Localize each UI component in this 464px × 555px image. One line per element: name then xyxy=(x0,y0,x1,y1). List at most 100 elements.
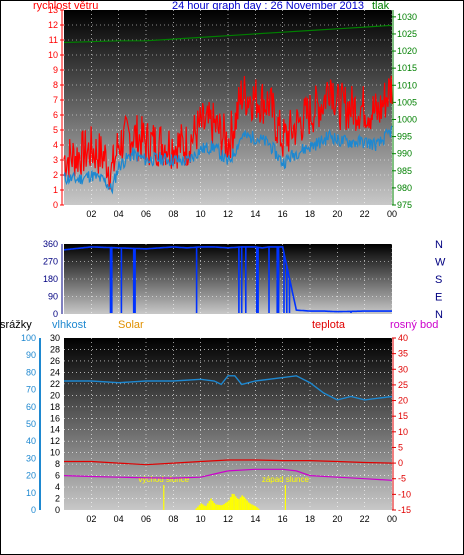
temperature-tick: -5 xyxy=(398,474,406,484)
solar-bar xyxy=(241,495,243,510)
wind-speed-tick: 0 xyxy=(53,200,58,210)
pressure-tick: 1030 xyxy=(397,12,417,22)
solar-bar xyxy=(197,506,199,510)
wind-speed-tick: 1 xyxy=(53,185,58,195)
x-tick-label: 20 xyxy=(332,209,342,219)
solar-bar xyxy=(198,505,201,510)
solar-bar xyxy=(206,503,209,510)
humidity-tick: 6 xyxy=(55,471,60,481)
direction-tick: 0 xyxy=(53,309,58,319)
rain-tick: 20 xyxy=(26,471,36,481)
humidity-tick: 12 xyxy=(50,436,60,446)
x-tick-label: 04 xyxy=(114,514,124,524)
humidity-line xyxy=(64,375,393,401)
solar-bar xyxy=(251,504,253,510)
solar-bar xyxy=(218,504,221,510)
temperature-tick: 0 xyxy=(398,458,403,468)
solar-bar xyxy=(215,504,217,510)
solar-bar xyxy=(257,508,260,510)
pressure-axis-title: tlak xyxy=(372,0,390,12)
x-tick-label: 10 xyxy=(196,209,206,219)
x-tick-label: 16 xyxy=(278,514,288,524)
temperature-tick: -10 xyxy=(398,489,411,499)
solar-bar xyxy=(244,498,247,510)
sunrise-label: východ slunce xyxy=(138,475,189,484)
temperature-tick: 20 xyxy=(398,396,408,406)
wind-speed-tick: 6 xyxy=(53,110,58,120)
rain-tick: 10 xyxy=(26,488,36,498)
rain-tick: 0 xyxy=(31,505,36,515)
x-tick-label: 04 xyxy=(114,209,124,219)
temperature-tick: 15 xyxy=(398,411,408,421)
solar-bar xyxy=(226,501,229,510)
solar-bar xyxy=(195,508,198,510)
x-tick-label: 18 xyxy=(305,514,315,524)
solar-bar xyxy=(234,496,237,510)
temperature-line xyxy=(64,459,393,466)
solar-bar xyxy=(202,504,204,510)
wind-speed-tick: 9 xyxy=(53,65,58,75)
rain-tick: 60 xyxy=(26,402,36,412)
humidity-tick: 24 xyxy=(50,367,60,377)
solar-bar xyxy=(203,505,206,510)
rain-tick: 70 xyxy=(26,385,36,395)
x-tick-label: 18 xyxy=(305,209,315,219)
temperature-tick: -15 xyxy=(398,505,411,515)
x-tick-label: 08 xyxy=(168,209,178,219)
solar-bar xyxy=(256,507,258,510)
wind-speed-tick: 11 xyxy=(49,35,58,45)
humidity-tick: 28 xyxy=(50,344,60,354)
humidity-axis-title: vlhkost xyxy=(52,319,87,331)
temperature-tick: 35 xyxy=(398,349,408,359)
wind-speed-tick: 4 xyxy=(53,140,58,150)
rain-tick: 80 xyxy=(26,367,36,377)
x-tick-label: 02 xyxy=(86,209,96,219)
solar-bar xyxy=(224,502,227,510)
x-tick-label: 20 xyxy=(332,514,342,524)
pressure-tick: 990 xyxy=(397,149,412,159)
solar-bar xyxy=(247,502,250,510)
solar-bar xyxy=(249,503,252,510)
x-tick-label: 22 xyxy=(360,514,370,524)
x-tick-label: 16 xyxy=(278,209,288,219)
pressure-tick: 980 xyxy=(397,183,412,193)
solar-bar xyxy=(229,497,232,510)
solar-bar xyxy=(220,505,222,510)
temperature-tick: 5 xyxy=(398,442,403,452)
x-tick-label: 08 xyxy=(168,514,178,524)
solar-bar xyxy=(205,505,207,510)
pressure-line xyxy=(63,24,393,44)
pressure-tick: 1020 xyxy=(397,46,417,56)
rain-tick: 90 xyxy=(26,350,36,360)
temperature-axis-title: teplota xyxy=(312,319,346,331)
pressure-tick: 1025 xyxy=(397,29,417,39)
wind-speed-tick: 3 xyxy=(53,155,58,165)
solar-bar xyxy=(221,505,224,510)
rain-tick: 100 xyxy=(21,333,36,343)
compass-label: S xyxy=(435,274,442,286)
solar-bar xyxy=(228,500,230,510)
temperature-panel-background xyxy=(64,338,392,510)
solar-bar xyxy=(254,506,257,510)
humidity-tick: 10 xyxy=(50,448,60,458)
x-tick-label: 02 xyxy=(86,514,96,524)
sunset-label: západ slunce xyxy=(262,475,310,484)
humidity-tick: 18 xyxy=(50,402,60,412)
rain-tick: 40 xyxy=(26,436,36,446)
x-tick-label: 06 xyxy=(141,514,151,524)
humidity-tick: 0 xyxy=(55,505,60,515)
pressure-tick: 1015 xyxy=(397,63,417,73)
temperature-tick: 40 xyxy=(398,333,408,343)
temperature-tick: 10 xyxy=(398,427,408,437)
solar-bar xyxy=(211,500,214,510)
x-tick-label: 14 xyxy=(250,209,260,219)
solar-bar xyxy=(233,494,235,510)
wind-speed-tick: 2 xyxy=(53,170,58,180)
x-tick-label: 12 xyxy=(223,209,233,219)
page-title: 24 hour graph day : 26 November 2013 xyxy=(172,0,365,12)
x-tick-label: 10 xyxy=(196,514,206,524)
humidity-tick: 20 xyxy=(50,390,60,400)
rain-axis-title: srážky xyxy=(0,319,32,331)
wind-average-line xyxy=(63,125,393,195)
